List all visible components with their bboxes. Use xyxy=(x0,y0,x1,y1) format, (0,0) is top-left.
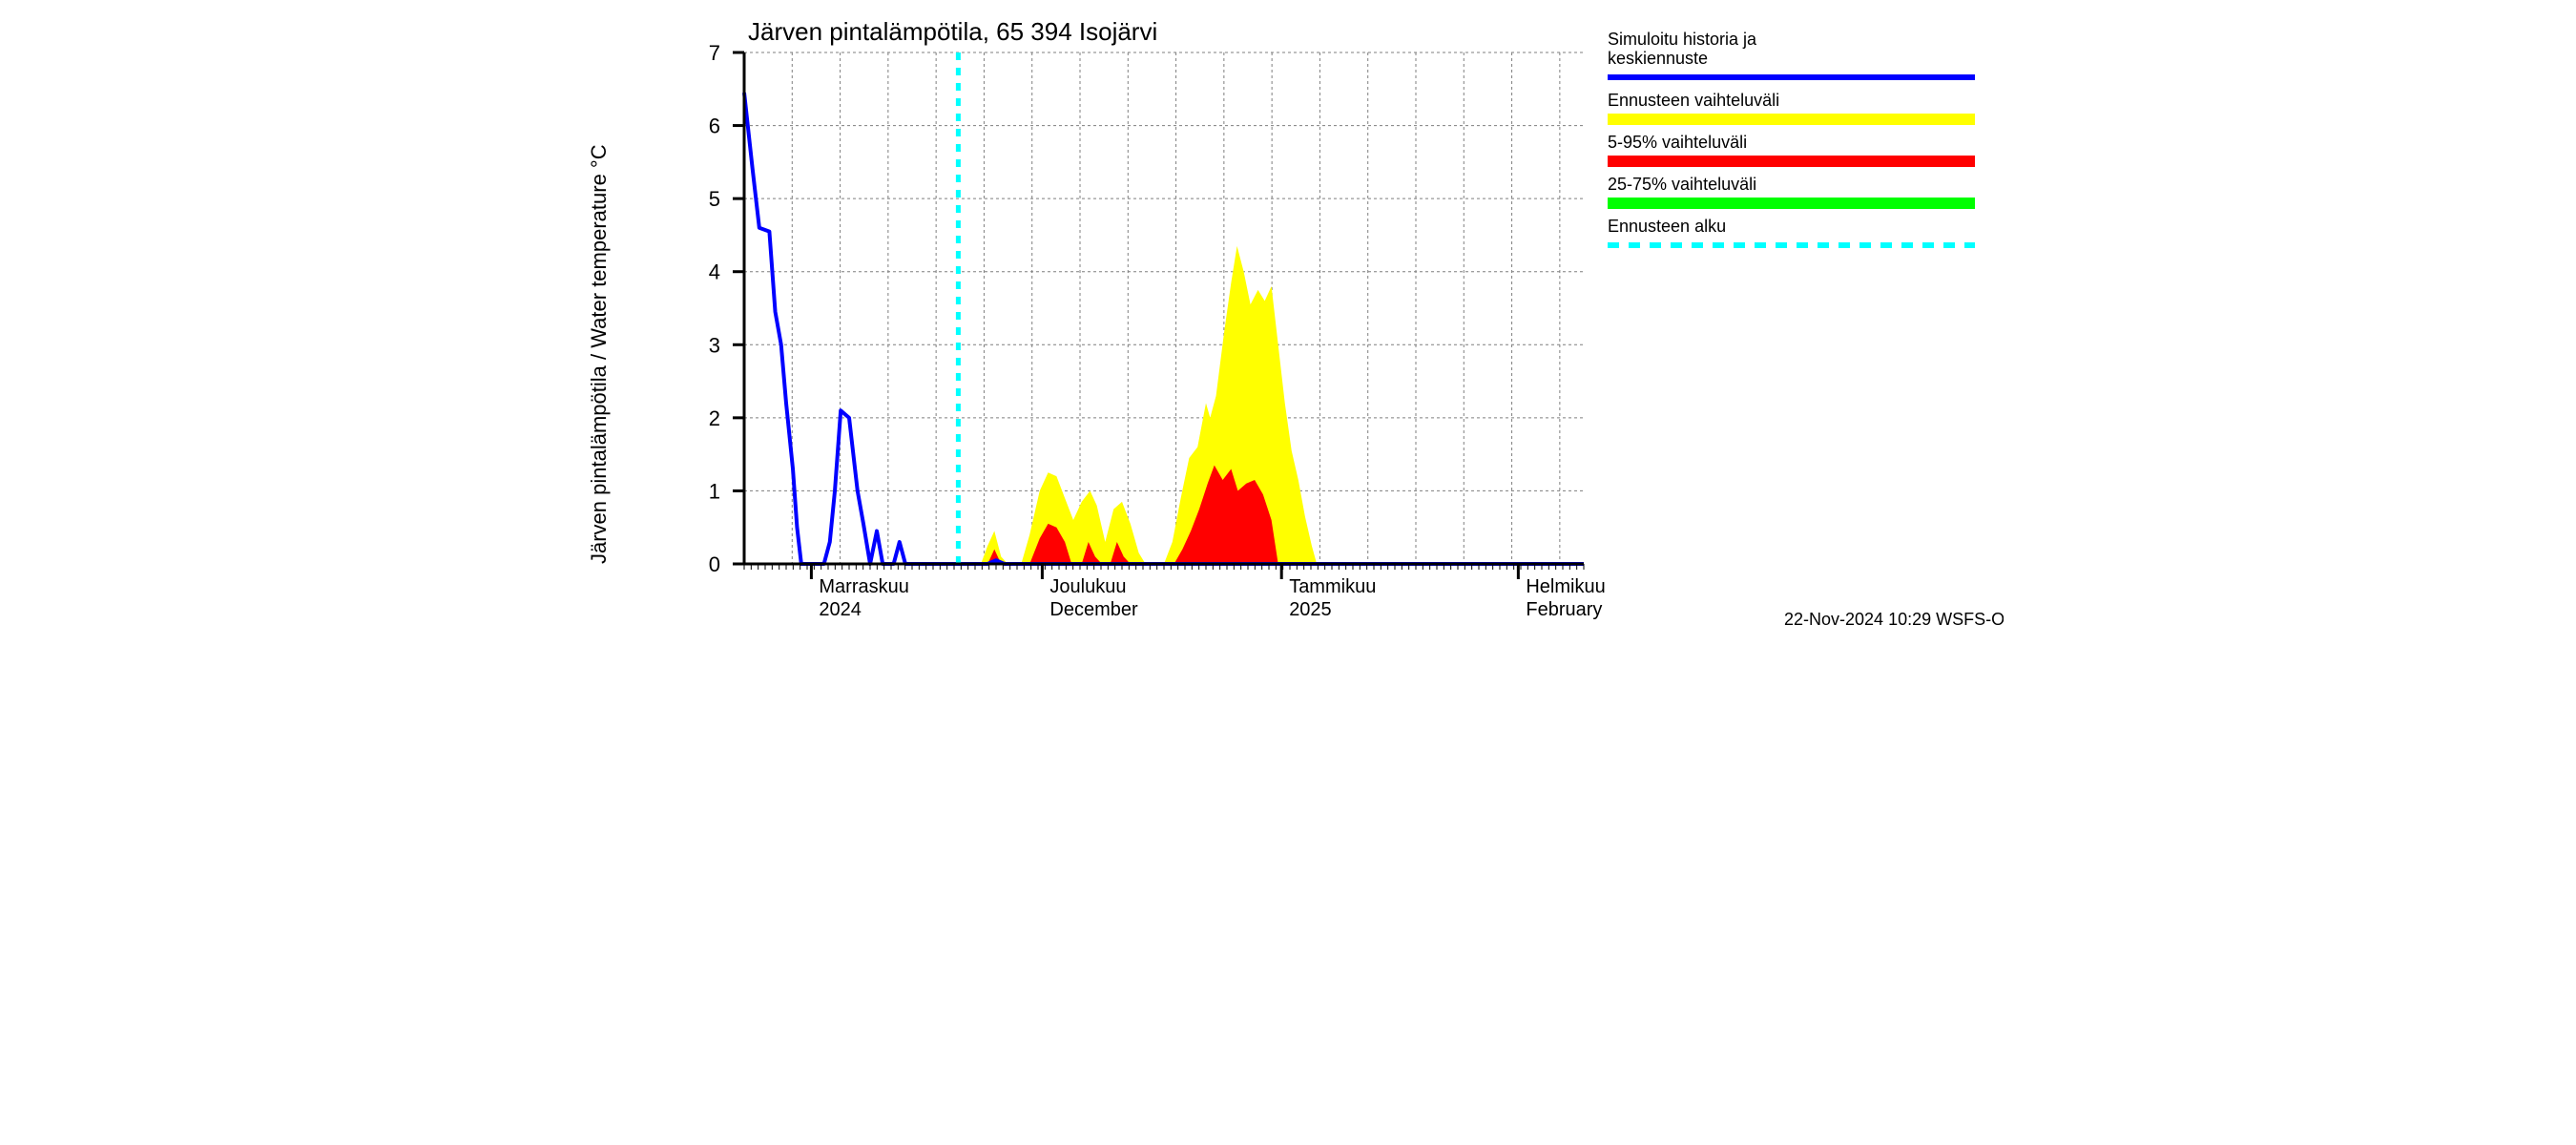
legend-label: 5-95% vaihteluväli xyxy=(1608,133,1747,152)
chart-svg: 0 1 2 3 4 5 6 7 Marraskuu2024 JoulukuuDecember Tam… xyxy=(572,0,2004,635)
footer-timestamp: 22-Nov-2024 10:29 WSFS-O xyxy=(1784,610,2004,629)
y-tick-label: 4 xyxy=(709,260,720,284)
chart-title: Järven pintalämpötila, 65 394 Isojärvi xyxy=(748,17,1157,46)
y-tick-label: 6 xyxy=(709,114,720,138)
legend-label: Ennusteen vaihteluväli xyxy=(1608,91,1779,110)
x-tick-label: Tammikuu xyxy=(1289,576,1376,597)
x-tick-label: 2025 xyxy=(1289,599,1332,620)
y-tick-label: 3 xyxy=(709,333,720,357)
x-tick-label: Helmikuu xyxy=(1526,576,1605,597)
x-tick-label: 2024 xyxy=(819,599,862,620)
legend-swatch xyxy=(1608,156,1975,167)
legend-label: keskiennuste xyxy=(1608,49,1708,68)
x-tick-label: February xyxy=(1526,599,1602,620)
legend-swatch xyxy=(1608,114,1975,125)
y-axis-title: Järven pintalämpötila / Water temperatur… xyxy=(587,144,611,564)
chart-container: 0 1 2 3 4 5 6 7 Marraskuu2024 JoulukuuDecember Tam… xyxy=(572,0,2004,635)
y-tick-label: 2 xyxy=(709,406,720,430)
x-tick-label: Joulukuu xyxy=(1049,576,1126,597)
legend-swatch xyxy=(1608,198,1975,209)
y-tick-label: 7 xyxy=(709,41,720,65)
y-tick-label: 5 xyxy=(709,187,720,211)
x-tick-label: December xyxy=(1049,599,1138,620)
y-tick-label: 0 xyxy=(709,552,720,576)
legend-label: Ennusteen alku xyxy=(1608,217,1726,236)
legend-label: 25-75% vaihteluväli xyxy=(1608,175,1756,194)
y-tick-label: 1 xyxy=(709,479,720,503)
x-tick-label: Marraskuu xyxy=(819,576,908,597)
legend-label: Simuloitu historia ja xyxy=(1608,30,1757,49)
